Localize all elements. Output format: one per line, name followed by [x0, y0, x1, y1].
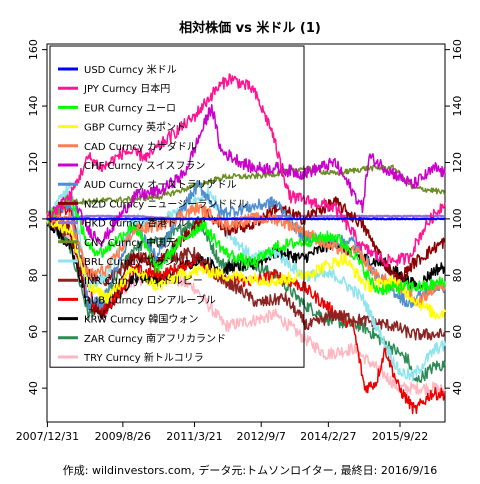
- chart-footer: 作成: wildinvestors.com, データ元:トムソンロイター, 最終…: [63, 463, 437, 477]
- legend-label-usd: USD Curncy 米ドル: [84, 63, 177, 76]
- y-tick-label-left: 60: [27, 325, 40, 339]
- legend-box: [49, 45, 305, 368]
- legend-label-krw: KRW Curncy 韓国ウォン: [84, 314, 198, 326]
- legend-label-brl: BRL Curncy ブラジルレアル: [84, 255, 214, 268]
- legend-label-rub: RUB Curncy ロシアルーブル: [84, 293, 216, 306]
- y-tick-label-left: 160: [27, 39, 40, 60]
- legend-label-aud: AUD Curncy オーストラリアドル: [84, 179, 237, 191]
- y-tick-label-right: 100: [451, 208, 464, 229]
- chart-title: 相対株価 vs 米ドル (1): [179, 20, 321, 36]
- legend-label-zar: ZAR Curncy 南アフリカランド: [84, 332, 226, 345]
- y-tick-label-left: 120: [27, 152, 40, 173]
- axes-layer: 40 40 60 60 80 80 100 100 120 120 140 140 160 160 2007…: [16, 39, 465, 443]
- series-line-usd: [46, 217, 446, 221]
- series-layer: [46, 73, 446, 415]
- y-tick-label-right: 60: [451, 325, 464, 339]
- legend-label-jpy: JPY Curncy 日本円: [83, 82, 170, 95]
- x-tick-label: 2014/2/27: [300, 430, 356, 443]
- x-tick-label: 2009/8/26: [95, 430, 151, 443]
- legend-label-chf: CHF Curncy スイスフラン: [84, 160, 205, 172]
- series-line-cad: [46, 201, 446, 308]
- plot-frame: [46, 43, 446, 423]
- y-tick-label-right: 80: [451, 268, 464, 282]
- series-line-gbp: [46, 214, 446, 320]
- y-tick-label-right: 160: [451, 39, 464, 60]
- legend-label-cny: CNY Curncy 中国元: [84, 236, 176, 249]
- x-tick-label: 2011/3/21: [166, 430, 222, 443]
- legend-label-try: TRY Curncy 新トルコリラ: [83, 351, 204, 364]
- legend-label-hkd: HKD Curncy 香港ドル: [84, 218, 187, 230]
- series-line-zar: [46, 215, 446, 384]
- y-tick-label-right: 120: [451, 152, 464, 173]
- x-tick-label: 2015/9/22: [372, 430, 428, 443]
- x-tick-label: 2007/12/31: [16, 430, 79, 443]
- x-tick-label: 2012/9/7: [237, 430, 286, 443]
- y-tick-label-left: 100: [27, 208, 40, 229]
- legend: USD Curncy 米ドル JPY Curncy 日本円 EUR Curncy ユ…: [49, 45, 305, 368]
- y-tick-label-right: 140: [451, 96, 464, 117]
- series-line-jpy: [46, 73, 446, 268]
- series-line-eur: [46, 195, 446, 296]
- y-tick-label-left: 140: [27, 96, 40, 117]
- legend-label-inr: INR Curncy インドルピー: [84, 275, 203, 287]
- legend-label-cad: CAD Curncy カナダドル: [84, 140, 197, 153]
- legend-label-gbp: GBP Curncy 英ポンド: [84, 121, 186, 134]
- series-line-chf: [46, 103, 446, 248]
- y-tick-label-right: 40: [451, 381, 464, 395]
- legend-label-nzd: NZD Curncy ニュージーランドドル: [84, 198, 247, 210]
- y-tick-label-left: 40: [27, 381, 40, 395]
- y-tick-label-left: 80: [27, 268, 40, 282]
- legend-label-eur: EUR Curncy ユーロ: [84, 103, 176, 114]
